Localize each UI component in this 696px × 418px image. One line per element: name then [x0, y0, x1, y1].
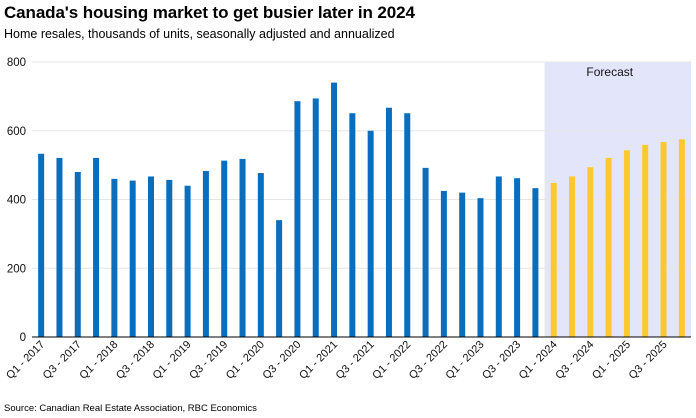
- bar-actual: [349, 113, 356, 337]
- bar-actual: [440, 190, 447, 337]
- x-tick-label: Q3 - 2023: [480, 339, 523, 382]
- x-tick-label: Q1 - 2025: [590, 339, 633, 382]
- bar-actual: [129, 180, 136, 337]
- y-tick-label: 0: [20, 332, 26, 344]
- bar-actual: [202, 170, 209, 337]
- bar-forecast: [678, 139, 685, 337]
- x-tick-label: Q3 - 2025: [627, 339, 670, 382]
- x-tick-label: Q1 - 2020: [224, 339, 267, 382]
- chart-subtitle: Home resales, thousands of units, season…: [4, 27, 395, 41]
- x-tick-label: Q3 - 2018: [114, 339, 157, 382]
- y-tick-label: 800: [7, 57, 26, 69]
- x-tick-label: Q1 - 2023: [444, 339, 487, 382]
- bar-actual: [514, 178, 521, 337]
- bar-actual: [111, 178, 118, 337]
- y-tick-label: 600: [7, 126, 26, 138]
- bar-actual: [221, 160, 228, 337]
- bar-actual: [147, 176, 154, 337]
- forecast-annotation: Forecast: [586, 65, 633, 79]
- bar-forecast: [587, 167, 594, 337]
- x-tick-label: Q3 - 2022: [407, 339, 450, 382]
- bar-actual: [367, 130, 374, 337]
- bar-actual: [532, 188, 539, 337]
- x-tick-label: Q3 - 2019: [187, 339, 230, 382]
- bar-actual: [166, 179, 173, 337]
- bar-forecast: [623, 150, 630, 337]
- x-tick-label: Q1 - 2024: [517, 339, 560, 382]
- bar-forecast: [660, 142, 667, 337]
- bar-actual: [495, 176, 502, 337]
- bar-actual: [459, 192, 466, 337]
- bar-actual: [184, 185, 191, 337]
- x-tick-label: Q1 - 2019: [151, 339, 194, 382]
- bar-forecast: [550, 183, 557, 337]
- x-tick-label: Q3 - 2024: [553, 339, 596, 382]
- bar-actual: [385, 107, 392, 337]
- chart-source: Source: Canadian Real Estate Association…: [4, 403, 257, 414]
- y-tick-label: 200: [7, 263, 26, 275]
- y-tick-label: 400: [7, 195, 26, 207]
- x-tick-label: Q3 - 2021: [334, 339, 377, 382]
- bar-actual: [93, 157, 100, 337]
- bar-actual: [56, 157, 63, 337]
- x-tick-label: Q3 - 2017: [41, 339, 84, 382]
- x-tick-label: Q3 - 2020: [260, 339, 303, 382]
- chart-title: Canada's housing market to get busier la…: [4, 3, 415, 22]
- x-tick-label: Q1 - 2017: [4, 339, 47, 382]
- bar-actual: [38, 153, 45, 337]
- x-tick-label: Q1 - 2018: [77, 339, 120, 382]
- bar-actual: [477, 198, 484, 337]
- x-tick-label: Q1 - 2022: [370, 339, 413, 382]
- bar-actual: [257, 173, 264, 337]
- bar-actual: [239, 158, 246, 337]
- x-tick-label: Q1 - 2021: [297, 339, 340, 382]
- bar-actual: [331, 82, 338, 337]
- bar-actual: [312, 98, 319, 337]
- bar-actual: [74, 172, 81, 337]
- bar-actual: [294, 101, 301, 337]
- bar-actual: [276, 220, 283, 337]
- bar-actual: [422, 167, 429, 337]
- bar-forecast: [569, 176, 576, 337]
- bar-forecast: [605, 157, 612, 337]
- bar-forecast: [642, 144, 649, 337]
- bar-actual: [404, 113, 411, 337]
